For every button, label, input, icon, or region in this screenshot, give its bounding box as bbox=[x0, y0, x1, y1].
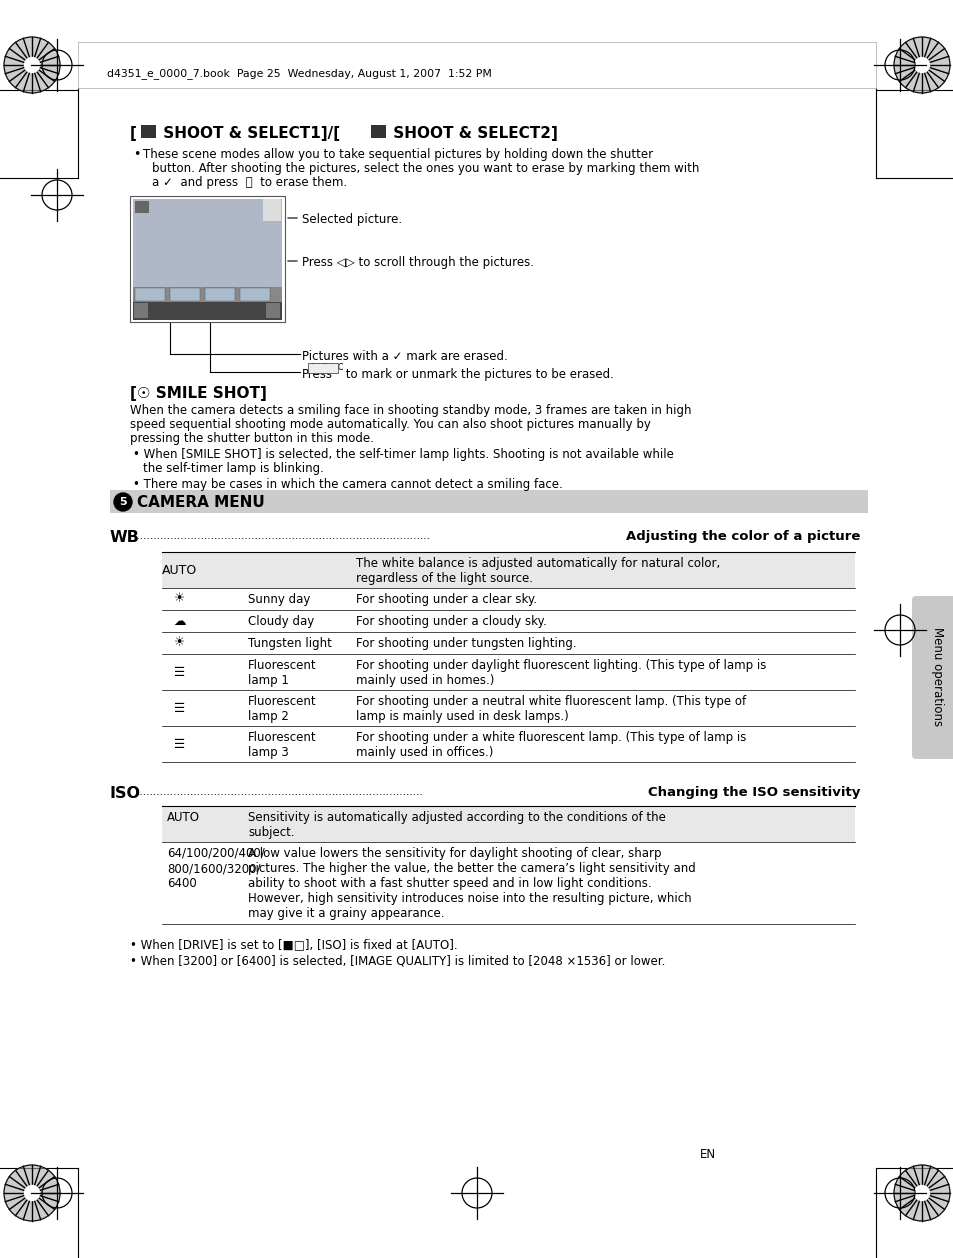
Circle shape bbox=[25, 58, 39, 73]
Text: Fluorescent
lamp 2: Fluorescent lamp 2 bbox=[248, 694, 316, 723]
Text: Press: Press bbox=[302, 369, 333, 381]
Text: Sensitivity is automatically adjusted according to the conditions of the
subject: Sensitivity is automatically adjusted ac… bbox=[248, 811, 665, 839]
Bar bbox=[135, 201, 149, 213]
Text: 64/100/200/400/
800/1600/3200/
6400: 64/100/200/400/ 800/1600/3200/ 6400 bbox=[167, 847, 265, 889]
Bar bbox=[130, 196, 285, 322]
Circle shape bbox=[893, 1165, 949, 1222]
Text: [☉ SMILE SHOT]: [☉ SMILE SHOT] bbox=[130, 386, 267, 401]
Text: Fluorescent
lamp 3: Fluorescent lamp 3 bbox=[248, 731, 316, 759]
Bar bbox=[308, 364, 337, 374]
Bar bbox=[263, 199, 281, 221]
Circle shape bbox=[4, 36, 60, 93]
Bar bbox=[162, 806, 854, 842]
Text: SHOOT & SELECT1]/[: SHOOT & SELECT1]/[ bbox=[158, 126, 340, 141]
Text: OK/FUNC: OK/FUNC bbox=[310, 364, 344, 372]
Text: ☀: ☀ bbox=[174, 593, 186, 605]
Text: button. After shooting the pictures, select the ones you want to erase by markin: button. After shooting the pictures, sel… bbox=[152, 162, 699, 175]
Text: For shooting under daylight fluorescent lighting. (This type of lamp is
mainly u: For shooting under daylight fluorescent … bbox=[355, 659, 765, 687]
Bar bbox=[141, 125, 156, 138]
Bar bbox=[170, 288, 200, 301]
Text: Pictures with a ✓ mark are erased.: Pictures with a ✓ mark are erased. bbox=[302, 350, 507, 364]
Text: ☰: ☰ bbox=[174, 702, 186, 715]
Bar bbox=[133, 303, 148, 318]
Bar bbox=[135, 288, 165, 301]
Bar bbox=[371, 125, 386, 138]
Text: ☁: ☁ bbox=[173, 614, 186, 628]
Bar bbox=[240, 288, 270, 301]
Text: A low value lowers the sensitivity for daylight shooting of clear, sharp
picture: A low value lowers the sensitivity for d… bbox=[248, 847, 695, 920]
Text: ☰: ☰ bbox=[174, 737, 186, 751]
Text: For shooting under a cloudy sky.: For shooting under a cloudy sky. bbox=[355, 615, 546, 628]
Text: CAMERA MENU: CAMERA MENU bbox=[137, 494, 265, 509]
Text: AUTO: AUTO bbox=[162, 564, 197, 576]
Bar bbox=[266, 303, 280, 318]
Text: to mark or unmark the pictures to be erased.: to mark or unmark the pictures to be era… bbox=[341, 369, 613, 381]
Bar bbox=[132, 199, 282, 287]
Circle shape bbox=[914, 1185, 928, 1200]
Text: Press ◁▷ to scroll through the pictures.: Press ◁▷ to scroll through the pictures. bbox=[302, 255, 534, 269]
Text: Sunny day: Sunny day bbox=[248, 593, 310, 606]
Bar bbox=[110, 491, 867, 513]
Text: 5: 5 bbox=[119, 497, 127, 507]
Circle shape bbox=[113, 493, 132, 511]
Text: EN: EN bbox=[700, 1149, 716, 1161]
Text: the self-timer lamp is blinking.: the self-timer lamp is blinking. bbox=[143, 462, 323, 476]
Text: When the camera detects a smiling face in shooting standby mode, 3 frames are ta: When the camera detects a smiling face i… bbox=[130, 404, 691, 416]
Circle shape bbox=[4, 1165, 60, 1222]
Text: •: • bbox=[132, 148, 140, 161]
Bar bbox=[162, 552, 854, 587]
Bar bbox=[205, 288, 234, 301]
Circle shape bbox=[914, 58, 928, 73]
Bar bbox=[132, 287, 282, 302]
Bar bbox=[132, 302, 282, 320]
Text: pressing the shutter button in this mode.: pressing the shutter button in this mode… bbox=[130, 431, 374, 445]
Text: • When [3200] or [6400] is selected, [IMAGE QUALITY] is limited to [2048 ×1536] : • When [3200] or [6400] is selected, [IM… bbox=[130, 954, 664, 967]
Text: SHOOT & SELECT2]: SHOOT & SELECT2] bbox=[388, 126, 558, 141]
Text: • There may be cases in which the camera cannot detect a smiling face.: • There may be cases in which the camera… bbox=[132, 478, 562, 491]
Text: Selected picture.: Selected picture. bbox=[302, 213, 402, 226]
Text: For shooting under a clear sky.: For shooting under a clear sky. bbox=[355, 593, 537, 606]
Text: ☰: ☰ bbox=[174, 665, 186, 678]
Text: Menu operations: Menu operations bbox=[930, 628, 943, 727]
Text: The white balance is adjusted automatically for natural color,
regardless of the: The white balance is adjusted automatica… bbox=[355, 557, 720, 585]
Text: Fluorescent
lamp 1: Fluorescent lamp 1 bbox=[248, 659, 316, 687]
Text: • When [DRIVE] is set to [■□], [ISO] is fixed at [AUTO].: • When [DRIVE] is set to [■□], [ISO] is … bbox=[130, 938, 457, 951]
Text: ☀: ☀ bbox=[174, 637, 186, 649]
Text: [: [ bbox=[130, 126, 136, 141]
Text: d4351_e_0000_7.book  Page 25  Wednesday, August 1, 2007  1:52 PM: d4351_e_0000_7.book Page 25 Wednesday, A… bbox=[107, 68, 492, 79]
Text: AUTO: AUTO bbox=[167, 811, 200, 824]
Text: Adjusting the color of a picture: Adjusting the color of a picture bbox=[625, 530, 859, 543]
Text: For shooting under tungsten lighting.: For shooting under tungsten lighting. bbox=[355, 637, 576, 650]
FancyBboxPatch shape bbox=[911, 596, 953, 759]
Text: ISO: ISO bbox=[110, 786, 141, 801]
Text: ................................................................................: ........................................… bbox=[137, 788, 423, 798]
Text: For shooting under a white fluorescent lamp. (This type of lamp is
mainly used i: For shooting under a white fluorescent l… bbox=[355, 731, 745, 759]
Circle shape bbox=[893, 36, 949, 93]
Text: These scene modes allow you to take sequential pictures by holding down the shut: These scene modes allow you to take sequ… bbox=[143, 148, 653, 161]
Text: a ✓  and press  Ⓖ  to erase them.: a ✓ and press Ⓖ to erase them. bbox=[152, 176, 347, 189]
Text: Cloudy day: Cloudy day bbox=[248, 615, 314, 628]
Text: ................................................................................: ........................................… bbox=[133, 531, 431, 541]
Text: Changing the ISO sensitivity: Changing the ISO sensitivity bbox=[647, 786, 859, 799]
Circle shape bbox=[25, 1185, 39, 1200]
Text: speed sequential shooting mode automatically. You can also shoot pictures manual: speed sequential shooting mode automatic… bbox=[130, 418, 650, 431]
Text: For shooting under a neutral white fluorescent lamp. (This type of
lamp is mainl: For shooting under a neutral white fluor… bbox=[355, 694, 745, 723]
Text: Tungsten light: Tungsten light bbox=[248, 637, 332, 650]
Text: WB: WB bbox=[110, 530, 140, 545]
Text: • When [SMILE SHOT] is selected, the self-timer lamp lights. Shooting is not ava: • When [SMILE SHOT] is selected, the sel… bbox=[132, 448, 673, 460]
